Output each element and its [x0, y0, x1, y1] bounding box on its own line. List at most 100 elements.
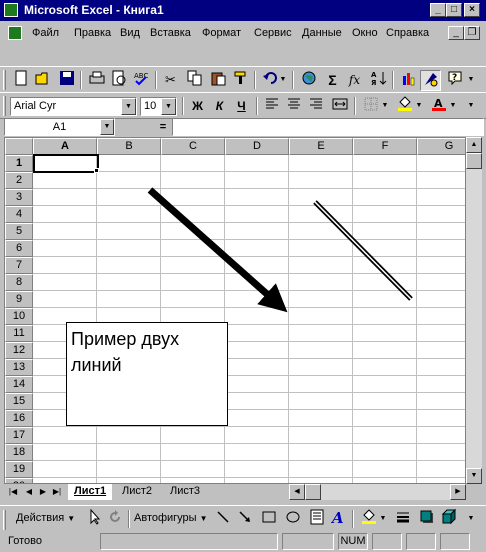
vertical-scrollbar[interactable]: ▲ ▼ — [466, 137, 482, 484]
menu-tools[interactable]: Сервис — [254, 27, 292, 39]
menu-insert[interactable]: Вставка — [150, 27, 191, 39]
column-header-g[interactable]: G — [417, 138, 465, 155]
column-header-b[interactable]: B — [97, 138, 161, 155]
font-name-dropdown-icon[interactable]: ▼ — [121, 98, 136, 115]
row-header-6[interactable]: 6 — [5, 240, 33, 257]
menu-view[interactable]: Вид — [120, 27, 140, 39]
open-icon[interactable] — [32, 70, 53, 91]
arrow-tool-icon[interactable] — [234, 509, 255, 530]
align-center-icon[interactable] — [283, 96, 304, 117]
column-header-e[interactable]: E — [289, 138, 353, 155]
doc-minimize-button[interactable]: _ — [448, 26, 464, 40]
formatting-more-icon[interactable]: ▼ — [467, 102, 475, 109]
sheet-tab-1[interactable]: Лист1 — [68, 484, 113, 500]
3d-icon[interactable] — [438, 508, 459, 530]
line-tool-icon[interactable] — [212, 509, 233, 530]
function-icon[interactable]: fx — [348, 73, 361, 87]
paste-icon[interactable] — [208, 70, 229, 91]
drawing-grip[interactable] — [3, 510, 6, 530]
scroll-left-icon[interactable]: ◀ — [289, 484, 305, 500]
undo-dropdown-icon[interactable]: ▼ — [279, 76, 287, 83]
name-box-dropdown-icon[interactable]: ▼ — [100, 119, 114, 135]
toolbar-more-icon[interactable]: ▼ — [467, 76, 475, 83]
font-name-combo[interactable]: Arial Cyr ▼ — [10, 97, 137, 116]
row-header-1[interactable]: 1 — [5, 155, 33, 172]
menu-format[interactable]: Формат — [202, 27, 242, 39]
align-left-icon[interactable] — [261, 96, 282, 117]
font-size-combo[interactable]: 10 ▼ — [140, 97, 177, 116]
menu-data[interactable]: Данные — [302, 27, 342, 39]
document-icon[interactable] — [8, 26, 22, 40]
row-header-11[interactable]: 11 — [5, 325, 33, 342]
drawing-more-icon[interactable]: ▼ — [467, 515, 475, 522]
autoshapes-menu[interactable]: Автофигуры ▼ — [134, 512, 208, 524]
spelling-icon[interactable]: ABC — [130, 70, 151, 91]
row-header-19[interactable]: 19 — [5, 461, 33, 478]
fill-handle[interactable] — [94, 168, 99, 173]
toolbar-grip[interactable] — [3, 70, 6, 90]
column-header-f[interactable]: F — [353, 138, 417, 155]
sheet-tab-3[interactable]: Лист3 — [170, 485, 201, 497]
fill-color-dropdown-icon[interactable]: ▼ — [415, 102, 423, 109]
fill-color-icon[interactable] — [394, 96, 415, 117]
next-sheet-icon[interactable]: ▶ — [39, 487, 47, 496]
scroll-right-icon[interactable]: ▶ — [450, 484, 466, 500]
last-sheet-icon[interactable]: ▶| — [52, 487, 62, 496]
font-size-dropdown-icon[interactable]: ▼ — [161, 98, 176, 115]
formula-input[interactable] — [172, 118, 484, 136]
select-all-button[interactable] — [5, 138, 33, 155]
menu-edit[interactable]: Правка — [74, 27, 112, 39]
oval-tool-icon[interactable] — [282, 509, 303, 530]
row-header-7[interactable]: 7 — [5, 257, 33, 274]
bold-button[interactable]: Ж — [192, 99, 203, 113]
row-header-18[interactable]: 18 — [5, 444, 33, 461]
shadow-icon[interactable] — [416, 509, 437, 530]
formatting-grip[interactable] — [3, 96, 6, 116]
merge-center-icon[interactable] — [329, 96, 350, 117]
row-header-13[interactable]: 13 — [5, 359, 33, 376]
row-header-3[interactable]: 3 — [5, 189, 33, 206]
autosum-icon[interactable]: Σ — [328, 72, 337, 88]
close-button[interactable]: × — [464, 3, 480, 17]
draw-fill-color-icon[interactable] — [358, 509, 379, 530]
row-header-5[interactable]: 5 — [5, 223, 33, 240]
name-box[interactable]: A1 ▼ — [4, 118, 115, 136]
row-header-15[interactable]: 15 — [5, 393, 33, 410]
horizontal-scroll-thumb[interactable] — [305, 484, 321, 500]
underline-button[interactable]: Ч — [237, 99, 246, 113]
column-header-d[interactable]: D — [225, 138, 289, 155]
row-header-4[interactable]: 4 — [5, 206, 33, 223]
worksheet-grid[interactable]: A B C D E F G 1 2 3 4 5 6 7 8 9 10 11 12… — [4, 137, 466, 484]
format-painter-icon[interactable] — [230, 70, 251, 91]
menu-file[interactable]: Файл — [32, 27, 60, 39]
rectangle-tool-icon[interactable] — [258, 509, 279, 530]
maximize-button[interactable]: □ — [446, 3, 462, 17]
row-header-12[interactable]: 12 — [5, 342, 33, 359]
align-right-icon[interactable] — [305, 96, 326, 117]
new-icon[interactable] — [10, 70, 31, 91]
active-cell-a1[interactable] — [33, 154, 99, 173]
textbox-tool-icon[interactable] — [306, 509, 327, 530]
help-icon[interactable]: ? — [444, 70, 465, 91]
scroll-up-icon[interactable]: ▲ — [466, 137, 482, 153]
row-header-16[interactable]: 16 — [5, 410, 33, 427]
borders-icon[interactable] — [360, 96, 381, 117]
font-color-dropdown-icon[interactable]: ▼ — [449, 102, 457, 109]
free-rotate-icon[interactable] — [104, 509, 125, 530]
row-header-9[interactable]: 9 — [5, 291, 33, 308]
vertical-scroll-thumb[interactable] — [466, 153, 482, 169]
first-sheet-icon[interactable]: |◀ — [8, 487, 18, 496]
row-header-8[interactable]: 8 — [5, 274, 33, 291]
save-icon[interactable] — [56, 70, 77, 91]
font-color-icon[interactable]: A — [428, 96, 449, 117]
line-style-icon[interactable] — [392, 509, 413, 530]
copy-icon[interactable] — [184, 70, 205, 91]
arrow-shape[interactable] — [147, 187, 288, 313]
select-objects-icon[interactable] — [84, 508, 105, 530]
row-header-10[interactable]: 10 — [5, 308, 33, 325]
print-preview-icon[interactable] — [108, 70, 129, 91]
print-icon[interactable] — [86, 70, 107, 91]
chart-wizard-icon[interactable] — [398, 70, 419, 91]
text-box[interactable]: Пример двух линий — [66, 322, 228, 426]
